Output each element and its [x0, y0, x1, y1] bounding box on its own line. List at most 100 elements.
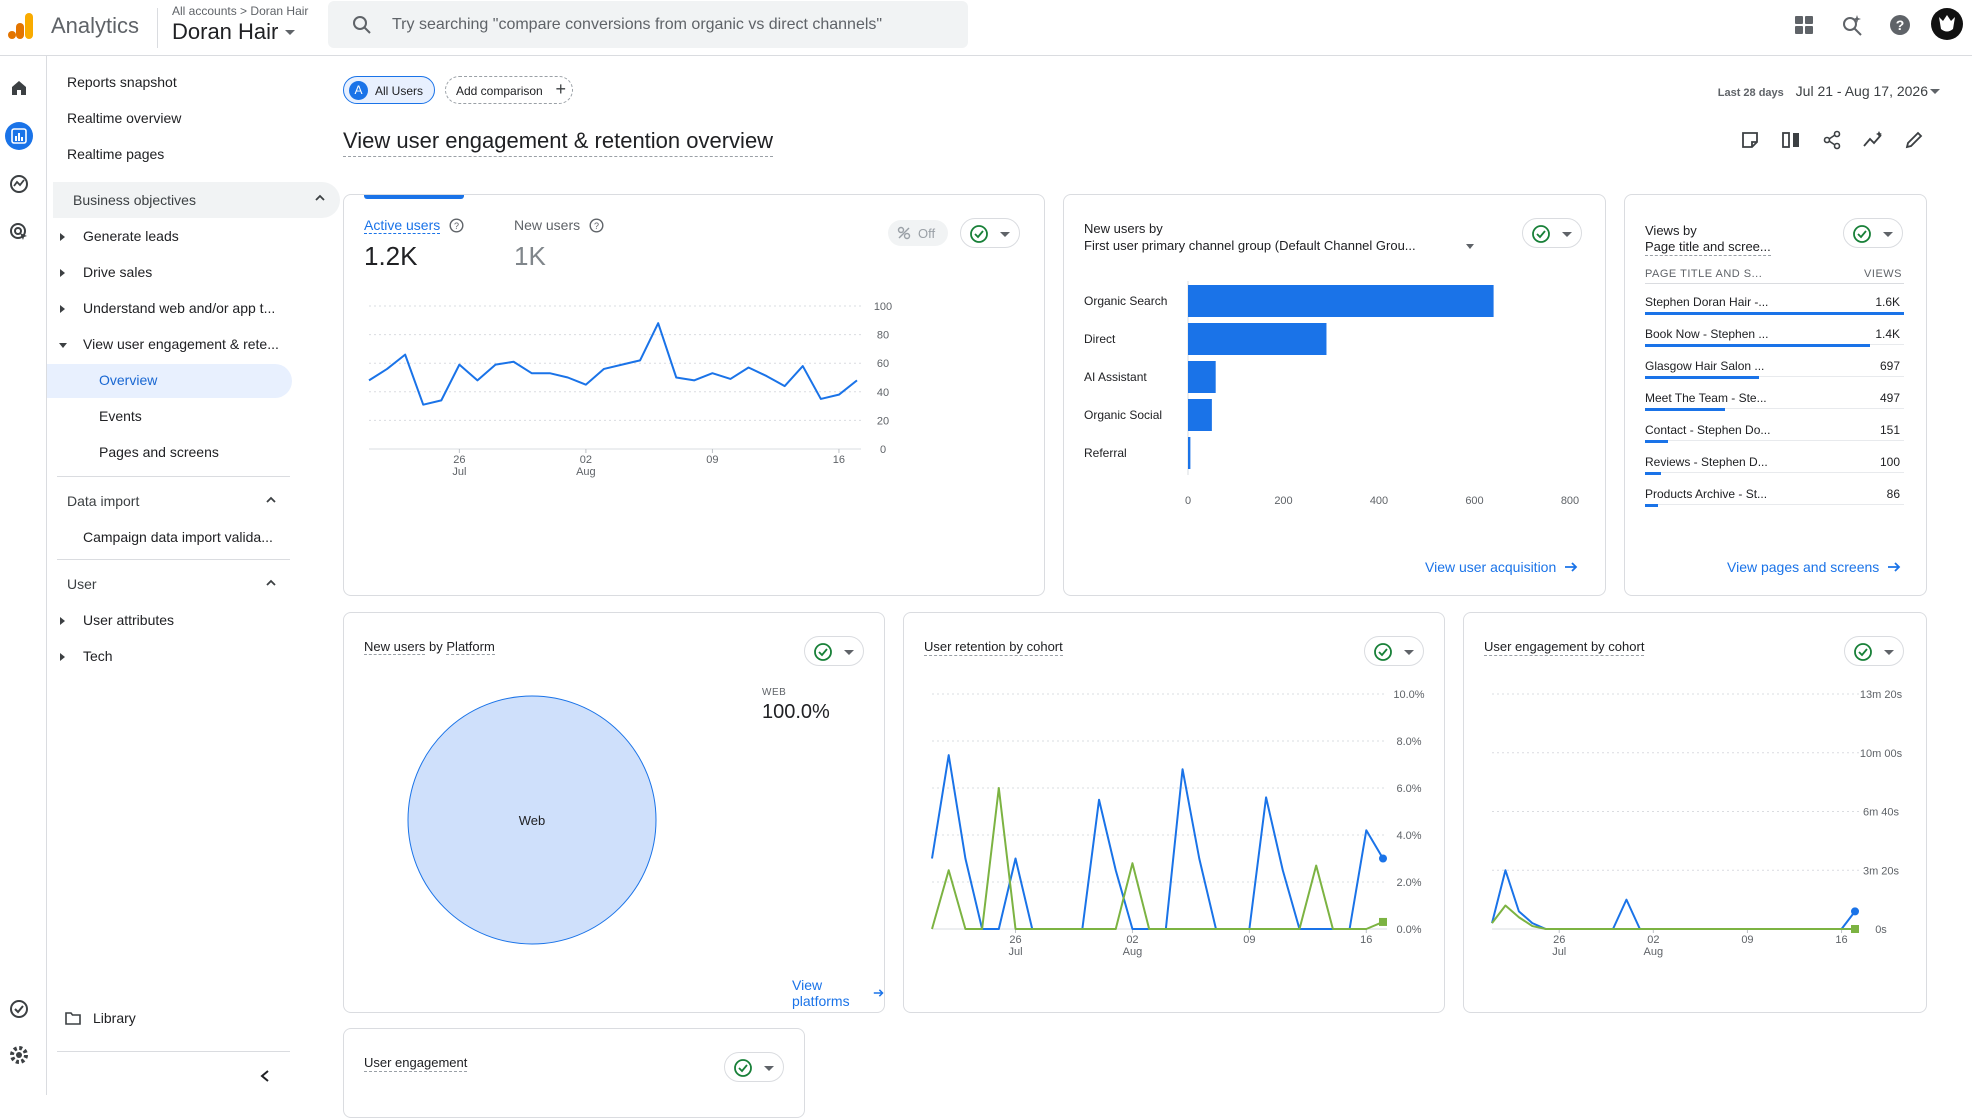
apps-grid-icon[interactable] — [1790, 11, 1818, 39]
view-platforms-link[interactable]: View platforms — [792, 977, 884, 1009]
nav-user-engagement[interactable]: View user engagement & rete... — [83, 336, 279, 352]
search-box[interactable] — [328, 1, 968, 48]
expand-arrow-icon[interactable] — [60, 617, 65, 625]
analytics-logo-icon[interactable] — [7, 11, 35, 41]
row-page-title: Glasgow Hair Salon ... — [1645, 359, 1765, 373]
compare-icon[interactable] — [1777, 126, 1805, 154]
x-tick-label: 09 — [1741, 934, 1753, 946]
table-row[interactable]: Glasgow Hair Salon ... 697 — [1645, 355, 1904, 385]
new-users-by-platform-card: New users by Platform Web WEB 100.0% Vie… — [343, 612, 885, 1013]
y-tick-label: 40 — [877, 387, 889, 399]
x-tick-month-label: Aug — [1123, 946, 1143, 958]
card-status-menu[interactable] — [1364, 636, 1424, 666]
table-row[interactable]: Reviews - Stephen D... 100 — [1645, 451, 1904, 481]
nav-understand-traffic[interactable]: Understand web and/or app t... — [83, 300, 276, 316]
help-icon[interactable]: ? — [1886, 11, 1914, 39]
dimension-selector[interactable]: Platform — [446, 639, 495, 655]
section-business-objectives[interactable]: Business objectives — [53, 182, 340, 218]
bar-category-label: Organic Social — [1084, 408, 1162, 422]
expand-arrow-icon[interactable] — [60, 305, 65, 313]
info-icon[interactable]: ? — [449, 218, 464, 233]
card-status-menu[interactable] — [960, 218, 1020, 248]
nav-library[interactable]: Library — [93, 1010, 136, 1026]
link-label: View platforms — [792, 977, 850, 1009]
chevron-down-icon — [1404, 650, 1414, 655]
nav-realtime-overview[interactable]: Realtime overview — [67, 110, 182, 126]
user-retention-card: User retention by cohort 0.0% 2.0% 4.0% 6.0… — [903, 612, 1445, 1013]
expand-arrow-icon[interactable] — [60, 269, 65, 277]
nav-tech[interactable]: Tech — [83, 648, 113, 664]
metric-selector[interactable]: New users — [364, 639, 426, 655]
bar-category-label: Direct — [1084, 332, 1116, 346]
metric-new-users[interactable]: New users ? 1K — [514, 217, 604, 272]
dimension-selector[interactable]: Page title and scree... — [1645, 239, 1771, 256]
nav-drive-sales[interactable]: Drive sales — [83, 264, 153, 280]
anomaly-toggle[interactable]: Off — [888, 220, 948, 246]
nav-events[interactable]: Events — [99, 408, 142, 424]
nav-overview[interactable]: Overview — [99, 372, 158, 388]
chevron-up-icon[interactable] — [265, 577, 277, 589]
card-title: New users by Platform — [364, 639, 495, 655]
nav-reports-snapshot[interactable]: Reports snapshot — [67, 74, 177, 90]
reports-icon[interactable] — [5, 122, 33, 150]
settings-icon[interactable] — [5, 1041, 33, 1069]
section-data-import[interactable]: Data import — [67, 493, 140, 509]
explore-icon[interactable] — [5, 170, 33, 198]
advertising-icon[interactable] — [5, 218, 33, 246]
nav-pages-and-screens[interactable]: Pages and screens — [99, 444, 219, 460]
table-row[interactable]: Contact - Stephen Do... 151 — [1645, 419, 1904, 449]
card-status-menu[interactable] — [724, 1052, 784, 1082]
search-input[interactable] — [392, 1, 952, 48]
check-circle-icon — [970, 225, 988, 243]
share-icon[interactable] — [1818, 126, 1846, 154]
new-users-by-channel-card: New users by First user primary channel … — [1063, 194, 1606, 596]
home-icon[interactable] — [5, 74, 33, 102]
dimension-selector[interactable]: First user primary channel group (Defaul… — [1084, 238, 1416, 253]
account-avatar-icon[interactable] — [1930, 7, 1964, 41]
row-divider — [1645, 504, 1904, 505]
expand-arrow-icon[interactable] — [60, 233, 65, 241]
customize-report-icon[interactable] — [1736, 126, 1764, 154]
metric-active-users[interactable]: Active users ? 1.2K — [364, 217, 464, 272]
card-status-menu[interactable] — [1844, 636, 1904, 666]
add-comparison-button[interactable]: Add comparison + — [445, 76, 573, 104]
view-pages-and-screens-link[interactable]: View pages and screens — [1727, 559, 1901, 575]
expand-arrow-icon[interactable] — [60, 653, 65, 661]
active-users-card: Active users ? 1.2K New users ? 1K Off 0… — [343, 194, 1045, 596]
edit-icon[interactable] — [1900, 126, 1928, 154]
y-tick-label: 6.0% — [1396, 783, 1421, 795]
row-proportion-bar — [1645, 312, 1904, 315]
card-status-menu[interactable] — [1843, 218, 1903, 248]
bar-category-label: AI Assistant — [1084, 370, 1147, 384]
date-range-picker[interactable]: Last 28 days Jul 21 - Aug 17, 2026 — [1718, 83, 1928, 99]
nav-user-attributes[interactable]: User attributes — [83, 612, 175, 628]
date-dropdown-icon[interactable] — [1930, 89, 1940, 94]
table-row[interactable]: Book Now - Stephen ... 1.4K — [1645, 323, 1904, 353]
user-engagement-card: User engagement — [343, 1028, 805, 1118]
nav-generate-leads[interactable]: Generate leads — [83, 228, 179, 244]
property-dropdown-icon[interactable] — [285, 30, 295, 35]
y-tick-label: 13m 20s — [1860, 689, 1903, 701]
collapse-nav-icon[interactable] — [259, 1069, 271, 1083]
all-users-chip[interactable]: A All Users — [343, 76, 435, 104]
nav-realtime-pages[interactable]: Realtime pages — [67, 146, 165, 162]
collapse-arrow-icon[interactable] — [59, 343, 67, 348]
account-breadcrumb[interactable]: All accounts > Doran Hair — [172, 4, 308, 18]
info-icon[interactable]: ? — [589, 218, 604, 233]
table-row[interactable]: Products Archive - St... 86 — [1645, 483, 1904, 513]
insights-icon[interactable] — [1859, 126, 1887, 154]
dimension-dropdown-icon[interactable] — [1466, 244, 1474, 249]
row-views-value: 86 — [1886, 487, 1900, 501]
nav-campaign-data-import[interactable]: Campaign data import valida... — [83, 529, 273, 545]
table-row[interactable]: Stephen Doran Hair -... 1.6K — [1645, 291, 1904, 321]
card-status-menu[interactable] — [1522, 218, 1582, 248]
property-selector[interactable]: Doran Hair — [172, 19, 279, 44]
view-user-acquisition-link[interactable]: View user acquisition — [1425, 559, 1578, 575]
section-user[interactable]: User — [67, 576, 97, 592]
admin-check-icon[interactable] — [5, 995, 33, 1023]
chevron-up-icon[interactable] — [265, 494, 277, 506]
card-status-menu[interactable] — [804, 636, 864, 666]
search-insights-icon[interactable] — [1838, 11, 1866, 39]
table-row[interactable]: Meet The Team - Ste... 497 — [1645, 387, 1904, 417]
top-bar: Analytics All accounts > Doran Hair Dora… — [0, 0, 1972, 56]
